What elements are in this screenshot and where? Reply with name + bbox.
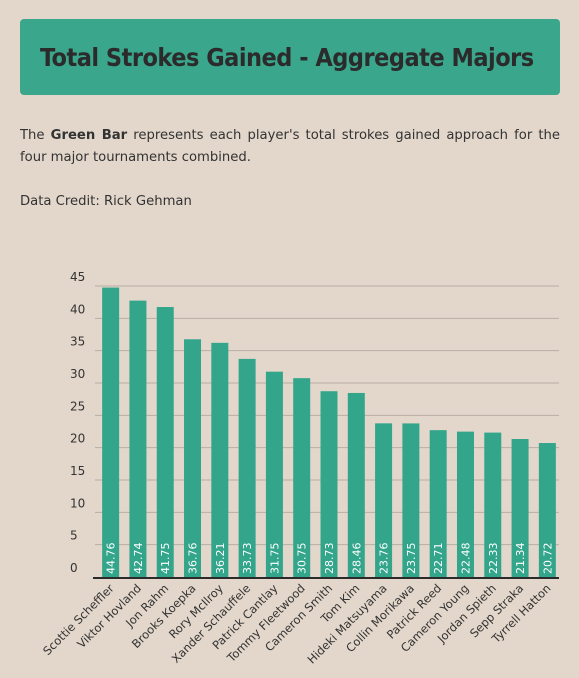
data-label: 42.74 (132, 543, 145, 575)
bar (320, 391, 338, 577)
y-tick-label: 30 (70, 367, 85, 381)
bar (511, 439, 529, 577)
bar (156, 307, 174, 577)
y-tick-label: 0 (70, 561, 78, 575)
description-rest: represents each player's total strokes g… (20, 128, 560, 165)
data-label: 22.71 (432, 543, 445, 575)
data-label: 36.76 (187, 543, 200, 575)
data-label: 23.75 (405, 543, 418, 575)
bar (102, 287, 120, 577)
bar (375, 423, 393, 577)
data-label: 44.76 (105, 543, 118, 575)
data-label: 22.48 (459, 543, 472, 575)
data-label: 22.33 (487, 543, 500, 575)
y-tick-label: 10 (70, 496, 85, 510)
data-label: 28.46 (350, 543, 363, 575)
y-tick-label: 40 (70, 302, 85, 316)
description-lead: The (20, 128, 51, 143)
data-label: 21.34 (514, 543, 527, 575)
bar (429, 430, 447, 577)
bar (347, 392, 365, 577)
bar (293, 378, 311, 577)
page-title: Total Strokes Gained - Aggregate Majors (40, 42, 534, 72)
data-label: 41.75 (159, 543, 172, 575)
data-label: 23.76 (378, 543, 391, 575)
data-label: 33.73 (241, 543, 254, 575)
y-tick-label: 20 (70, 432, 85, 446)
data-label: 28.73 (323, 543, 336, 575)
bar (238, 358, 256, 577)
y-tick-label: 5 (70, 529, 78, 543)
bar (402, 423, 420, 577)
bar (184, 339, 202, 577)
description-text: The Green Bar represents each player's t… (20, 125, 560, 169)
bar (211, 342, 229, 577)
y-tick-label: 15 (70, 464, 85, 478)
bar (265, 371, 283, 577)
bar (538, 443, 556, 577)
description-highlight: Green Bar (50, 128, 128, 143)
y-tick-label: 45 (70, 270, 85, 284)
bar (456, 431, 474, 577)
title-banner: Total Strokes Gained - Aggregate Majors (20, 19, 560, 95)
data-label: 31.75 (268, 543, 281, 575)
data-credit: Data Credit: Rick Gehman (20, 194, 192, 209)
y-tick-label: 35 (70, 335, 85, 349)
y-tick-label: 25 (70, 399, 85, 413)
data-label: 36.21 (214, 543, 227, 575)
bar (129, 300, 147, 577)
bar (484, 432, 502, 577)
data-label: 30.75 (296, 543, 309, 575)
data-label: 20.72 (541, 543, 554, 575)
